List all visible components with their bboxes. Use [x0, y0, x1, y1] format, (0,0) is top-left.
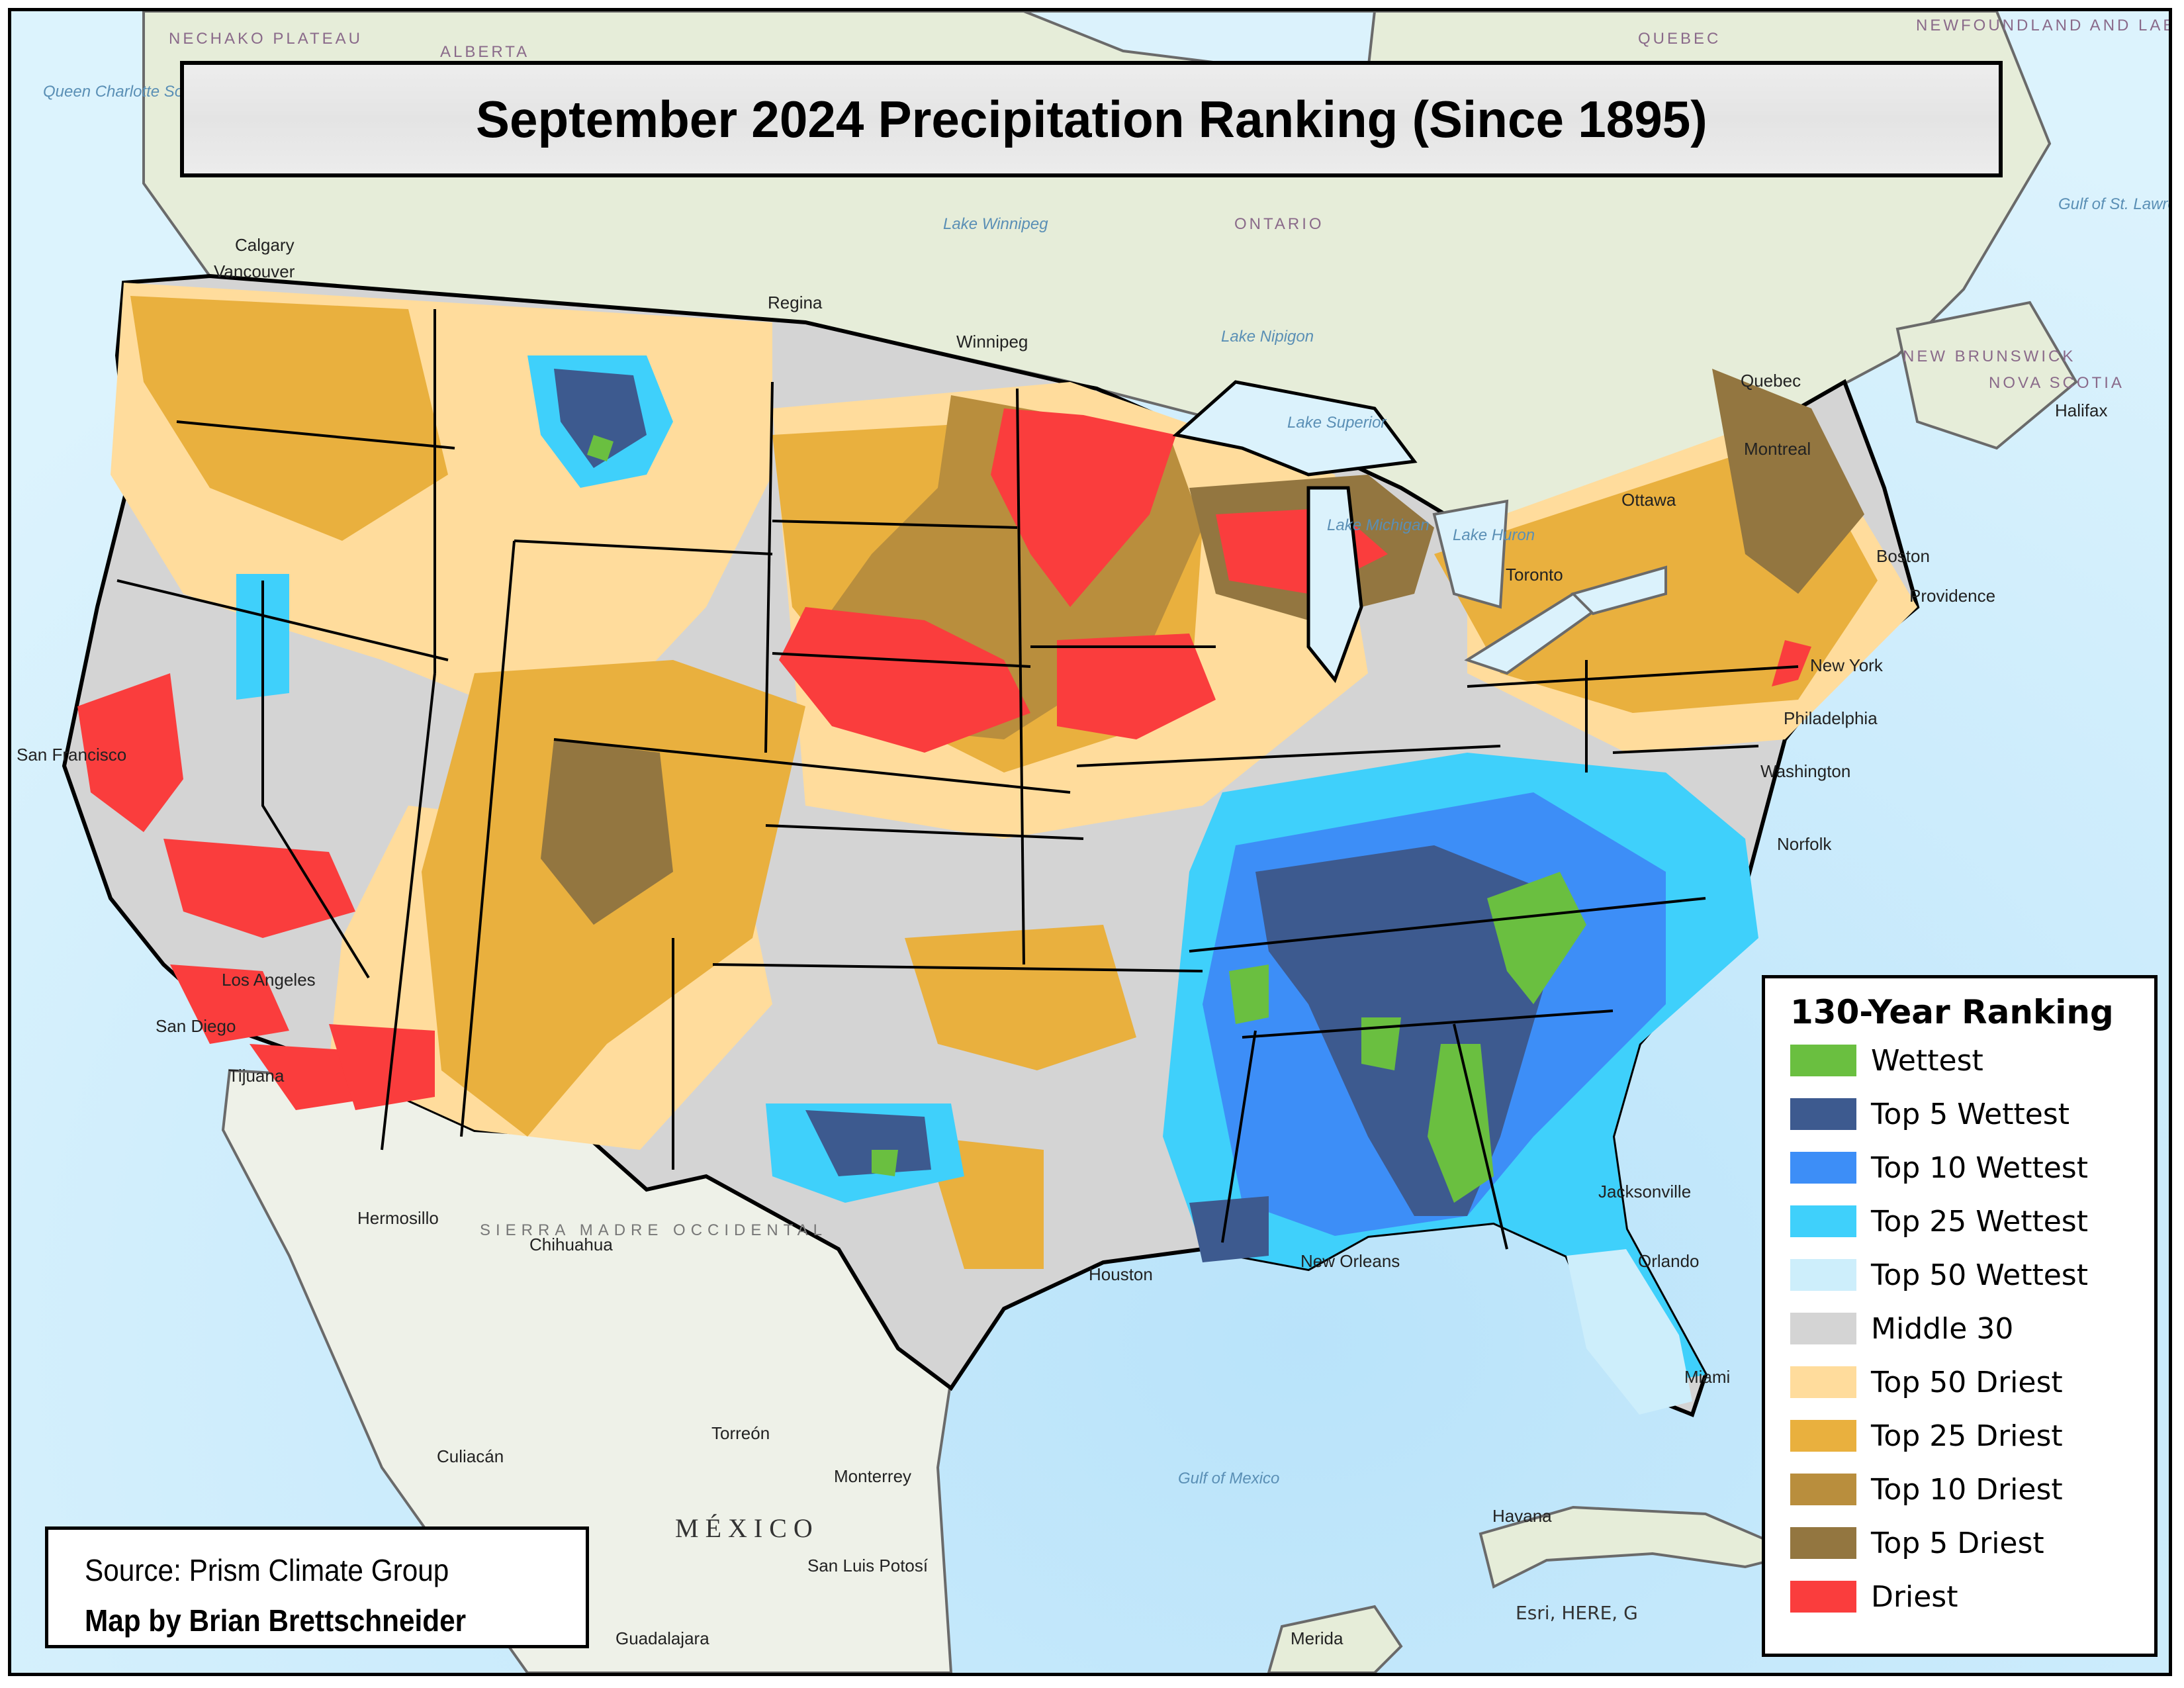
city-label: San Diego — [156, 1016, 236, 1036]
legend-swatch — [1790, 1152, 1856, 1184]
city-label: Culiacán — [437, 1446, 504, 1466]
legend-title: 130-Year Ranking — [1790, 993, 2114, 1031]
legend-swatch — [1790, 1527, 1856, 1559]
legend-item-top10-wettest: Top 10 Wettest — [1790, 1151, 2088, 1185]
city-label: Montreal — [1744, 439, 1811, 459]
legend-swatch — [1790, 1474, 1856, 1505]
city-label: San Luis Potosí — [807, 1556, 929, 1575]
city-label: Philadelphia — [1784, 708, 1878, 728]
legend-label: Top 5 Wettest — [1871, 1097, 2070, 1131]
water-label: Lake Superior — [1287, 414, 1387, 432]
map-title-box: September 2024 Precipitation Ranking (Si… — [180, 61, 2003, 177]
city-label: Tijuana — [228, 1066, 285, 1086]
region-label: NOVA SCOTIA — [1989, 374, 2124, 392]
region-label: ONTARIO — [1234, 215, 1324, 233]
mountain-range-label: SIERRA MADRE OCCIDENTAL — [480, 1221, 827, 1239]
city-label: Havana — [1492, 1506, 1552, 1526]
city-label: New Orleans — [1300, 1251, 1400, 1271]
legend-label: Top 5 Driest — [1871, 1526, 2044, 1560]
legend-label: Top 50 Driest — [1871, 1365, 2063, 1399]
legend-item-top50-wettest: Top 50 Wettest — [1790, 1258, 2088, 1292]
legend-label: Top 50 Wettest — [1871, 1258, 2088, 1292]
legend-item-top50-driest: Top 50 Driest — [1790, 1366, 2063, 1399]
city-label: Halifax — [2055, 400, 2108, 420]
city-label: Merida — [1291, 1628, 1343, 1648]
city-label: Boston — [1876, 546, 1930, 566]
region-label: ALBERTA — [440, 43, 530, 61]
water-label: Lake Winnipeg — [943, 215, 1048, 233]
source-credit: Source: Prism Climate Group — [85, 1553, 449, 1587]
legend-label: Driest — [1871, 1579, 1958, 1614]
city-label: Jacksonville — [1598, 1182, 1692, 1201]
legend-swatch — [1790, 1045, 1856, 1076]
city-label: Washington — [1760, 761, 1851, 781]
water-label: Lake Nipigon — [1221, 328, 1314, 346]
legend-label: Wettest — [1871, 1043, 1983, 1078]
legend-item-top5-driest: Top 5 Driest — [1790, 1526, 2044, 1560]
legend-item-wettest: Wettest — [1790, 1044, 1983, 1078]
legend-label: Middle 30 — [1871, 1311, 2014, 1346]
city-label: Toronto — [1506, 565, 1563, 585]
city-label: Ottawa — [1621, 490, 1676, 510]
legend-swatch — [1790, 1366, 1856, 1398]
basemap-attribution: Esri, HERE, G — [1516, 1602, 1638, 1624]
legend-item-top25-driest: Top 25 Driest — [1790, 1419, 2063, 1453]
region-label: NEWFOUNDLAND AND LABRADOR — [1916, 17, 2169, 34]
city-label: Los Angeles — [222, 970, 316, 990]
map-frame: Calgary Vancouver Regina Winnipeg Quebec Hali… — [8, 8, 2172, 1676]
city-label: Winnipeg — [956, 332, 1028, 352]
precipitation-map — [11, 11, 2169, 1673]
legend-label: Top 25 Wettest — [1871, 1204, 2088, 1239]
region-label: NEW BRUNSWICK — [1903, 348, 2076, 365]
legend-item-top5-wettest: Top 5 Wettest — [1790, 1098, 2070, 1131]
water-label: Lake Huron — [1453, 526, 1535, 544]
region-label: QUEBEC — [1638, 30, 1721, 48]
legend-swatch — [1790, 1098, 1856, 1130]
region-label: NECHAKO PLATEAU — [169, 30, 363, 48]
water-label: Gulf of St. Lawrence — [2058, 195, 2169, 213]
city-label: Hermosillo — [357, 1208, 439, 1228]
city-label: Chihuahua — [529, 1235, 613, 1254]
legend-swatch — [1790, 1205, 1856, 1237]
legend-item-top25-wettest: Top 25 Wettest — [1790, 1205, 2088, 1239]
city-label: Norfolk — [1777, 834, 1832, 854]
legend-swatch — [1790, 1581, 1856, 1613]
city-label: Houston — [1089, 1264, 1153, 1284]
city-label: Guadalajara — [615, 1628, 709, 1648]
credits-box: Source: Prism Climate Group Map by Brian… — [45, 1526, 589, 1648]
legend-swatch — [1790, 1313, 1856, 1344]
city-label: Monterrey — [834, 1466, 912, 1486]
city-label: San Francisco — [17, 745, 127, 765]
legend-label: Top 10 Driest — [1871, 1472, 2063, 1507]
water-label: Lake Michigan — [1327, 516, 1430, 534]
legend-label: Top 10 Wettest — [1871, 1150, 2088, 1185]
legend-item-driest: Driest — [1790, 1580, 1958, 1614]
region-label: MÉXICO — [675, 1513, 819, 1543]
water-label: Gulf of Mexico — [1178, 1470, 1280, 1487]
city-label: Torreón — [711, 1423, 770, 1443]
city-label: Calgary — [235, 235, 295, 255]
city-label: Miami — [1684, 1367, 1731, 1387]
city-label: Orlando — [1638, 1251, 1700, 1271]
legend-swatch — [1790, 1259, 1856, 1291]
legend-label: Top 25 Driest — [1871, 1419, 2063, 1453]
city-label: Providence — [1909, 586, 1996, 606]
author-credit: Map by Brian Brettschneider — [85, 1603, 467, 1638]
legend-item-top10-driest: Top 10 Driest — [1790, 1473, 2063, 1507]
map-title: September 2024 Precipitation Ranking (Si… — [475, 89, 1707, 148]
city-label: Vancouver — [214, 261, 295, 281]
legend-swatch — [1790, 1420, 1856, 1452]
city-label: Regina — [768, 293, 823, 312]
legend-item-middle30: Middle 30 — [1790, 1312, 2013, 1346]
city-label: New York — [1810, 655, 1883, 675]
city-label: Quebec — [1741, 371, 1801, 391]
legend: 130-Year Ranking Wettest Top 5 Wettest T… — [1762, 975, 2158, 1657]
